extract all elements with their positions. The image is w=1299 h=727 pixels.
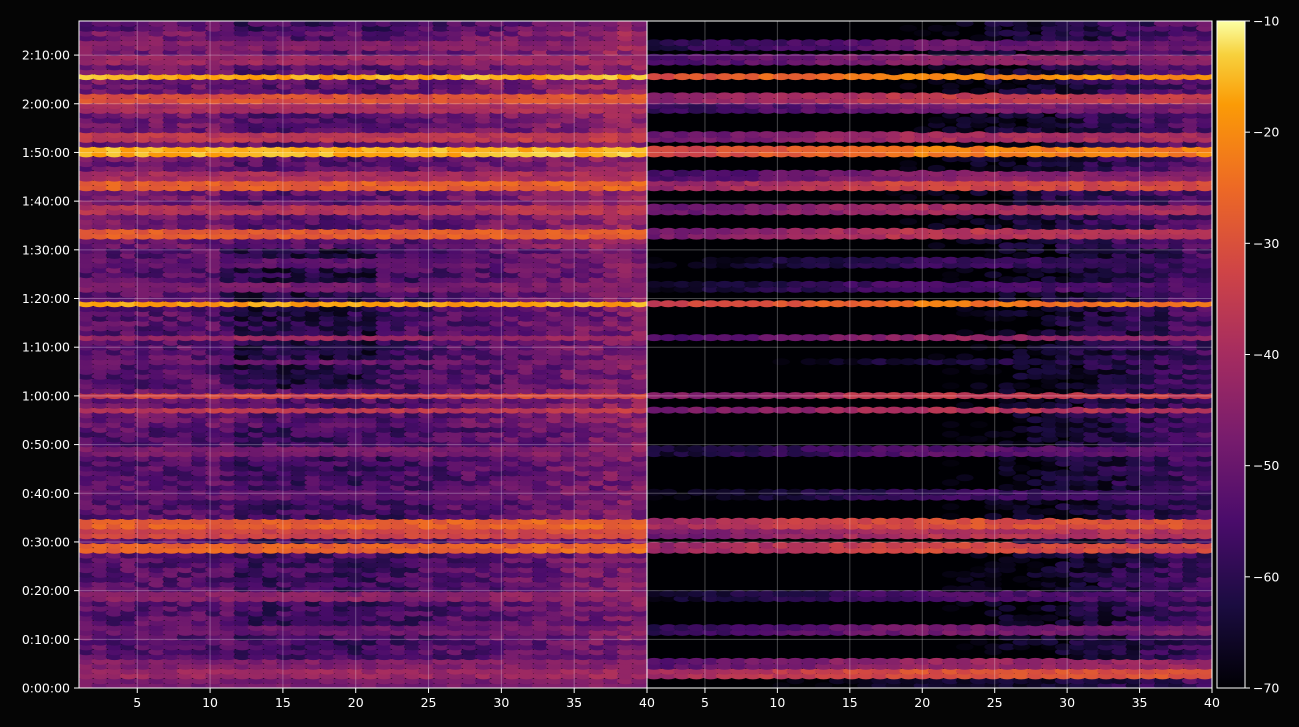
spectrogram-chart: 0:00:000:10:000:20:000:30:000:40:000:50:… — [0, 0, 1299, 727]
